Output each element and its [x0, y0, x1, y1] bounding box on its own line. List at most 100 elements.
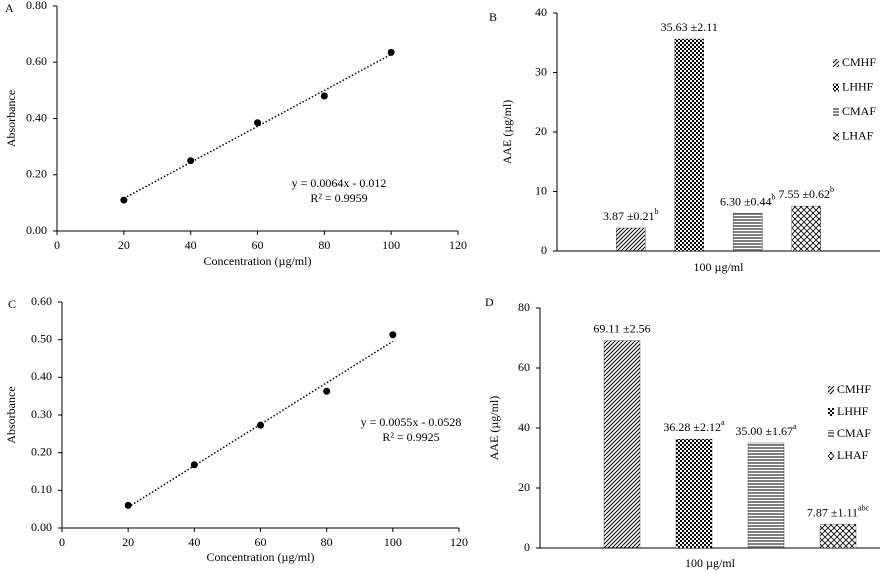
data-point [190, 461, 198, 469]
value-label-superscript: b [772, 193, 776, 202]
value-label-superscript: a [721, 418, 725, 427]
value-label-text: 69.11 ±2.56 [593, 321, 650, 335]
bar [674, 38, 704, 252]
bar [747, 442, 785, 549]
y-tick-label: 30 [535, 64, 547, 78]
x-tick-label: 0 [54, 238, 60, 252]
value-label: 69.11 ±2.56 [593, 321, 650, 335]
data-point [320, 92, 328, 100]
y-axis-label: Absorbance [4, 90, 18, 147]
legend-label: LHAF [842, 128, 874, 142]
x-tick-label: 100 µg/ml [685, 556, 736, 570]
data-point [323, 387, 331, 395]
x-tick-label: 20 [118, 238, 130, 252]
value-label-superscript: b [830, 185, 834, 194]
value-label: 35.63 ±2.11 [661, 20, 718, 34]
legend-swatch [833, 59, 839, 67]
data-point [120, 196, 128, 204]
panel-label: C [8, 297, 16, 311]
legend-label: CMAF [837, 426, 871, 440]
x-tick-label: 40 [185, 238, 197, 252]
data-point [187, 157, 195, 165]
y-tick-label: 0.30 [31, 407, 52, 421]
x-axis-label: Concentration (µg/ml) [204, 254, 312, 268]
x-tick-label: 80 [318, 238, 330, 252]
legend-swatch [833, 83, 839, 92]
data-point [257, 421, 264, 429]
y-tick-label: 0.00 [31, 520, 52, 534]
y-tick-label: 0.40 [26, 110, 47, 124]
bar [603, 340, 641, 549]
x-tick-label: 100 µg/ml [694, 260, 745, 274]
legend-label: CMHF [842, 55, 876, 69]
x-tick-label: 120 [450, 535, 468, 549]
bar [819, 524, 857, 549]
legend-label: CMHF [837, 382, 871, 396]
y-tick-label: 0.50 [31, 331, 52, 345]
x-tick-label: 60 [252, 238, 264, 252]
value-label-text: 35.63 ±2.11 [661, 20, 718, 34]
value-label: 6.30 ±0.44b [720, 193, 776, 208]
legend-swatch [833, 132, 839, 141]
y-tick-label: 10 [535, 183, 547, 197]
trendline [127, 340, 394, 508]
y-tick-label: 0.60 [31, 294, 52, 308]
y-tick-label: 20 [518, 480, 530, 494]
y-tick-label: 20 [535, 124, 547, 138]
y-tick-label: 0 [524, 540, 530, 554]
y-tick-label: 0.40 [31, 369, 52, 383]
legend-label: CMAF [842, 104, 876, 118]
y-tick-label: 0.10 [31, 482, 52, 496]
value-label-text: 36.28 ±2.12 [663, 420, 721, 434]
y-tick-label: 0.00 [26, 223, 47, 237]
x-tick-label: 100 [382, 238, 400, 252]
value-label: 35.00 ±1.67a [735, 422, 797, 437]
x-tick-label: 20 [122, 535, 134, 549]
value-label: 3.87 ±0.21b [603, 207, 659, 222]
bar [616, 227, 646, 252]
x-axis-label: Concentration (µg/ml) [207, 550, 315, 564]
x-tick-label: 100 [384, 535, 402, 549]
y-tick-label: 40 [518, 420, 530, 434]
data-point [389, 331, 397, 339]
value-label-text: 7.55 ±0.62 [778, 187, 830, 201]
annotation: y = 0.0064x - 0.012 [292, 176, 387, 190]
x-tick-label: 0 [59, 535, 65, 549]
bar [791, 205, 821, 252]
y-tick-label: 0.20 [26, 167, 47, 181]
data-point [387, 48, 395, 56]
value-label-superscript: a [793, 422, 797, 431]
x-tick-label: 40 [188, 535, 200, 549]
legend-swatch [828, 430, 834, 438]
annotation: y = 0.0055x - 0.0528 [361, 415, 462, 429]
y-tick-label: 0.80 [26, 0, 47, 12]
value-label-text: 35.00 ±1.67 [735, 424, 793, 438]
value-label-text: 7.87 ±1.11 [807, 505, 858, 519]
y-axis-label: AAE (µg/ml) [487, 396, 501, 461]
y-tick-label: 60 [518, 360, 530, 374]
value-label-text: 6.30 ±0.44 [720, 194, 772, 208]
y-tick-label: 0.20 [31, 444, 52, 458]
data-point [254, 119, 261, 127]
bar [675, 439, 713, 549]
y-tick-label: 0 [541, 243, 547, 257]
legend-label: LHAF [837, 448, 869, 462]
trendline [123, 53, 392, 200]
bar [733, 213, 763, 252]
panel-label: B [489, 10, 497, 24]
panel-label: A [5, 1, 14, 15]
legend-label: LHHF [842, 79, 874, 93]
x-tick-label: 120 [449, 238, 467, 252]
legend-swatch [833, 108, 839, 116]
value-label: 7.87 ±1.11abc [807, 504, 870, 519]
y-tick-label: 80 [518, 300, 530, 314]
legend-swatch [828, 408, 834, 416]
legend-swatch [828, 452, 834, 460]
data-point [124, 501, 132, 509]
x-tick-label: 60 [255, 535, 267, 549]
annotation: R² = 0.9959 [310, 191, 367, 205]
y-axis-label: Absorbance [4, 386, 18, 443]
value-label-superscript: b [655, 207, 659, 216]
value-label-superscript: abc [858, 504, 870, 513]
